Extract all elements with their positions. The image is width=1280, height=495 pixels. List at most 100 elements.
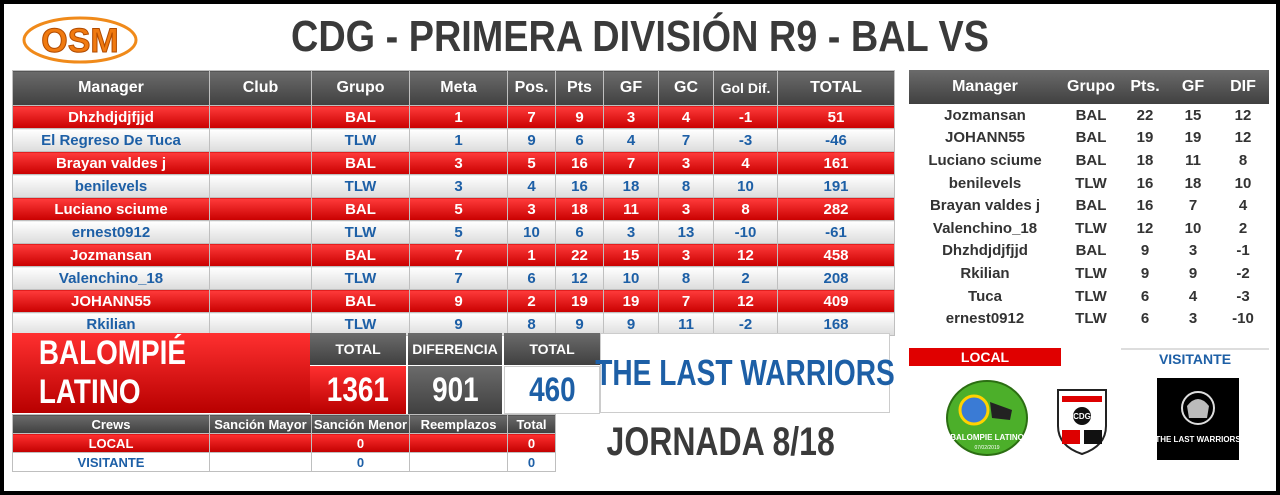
match-cell-meta: 9 bbox=[409, 289, 508, 313]
standings-cell-grupo: TLW bbox=[1061, 171, 1121, 195]
crews-cell-crew: VISITANTE bbox=[12, 452, 210, 472]
match-cell-pos: 1 bbox=[507, 243, 556, 267]
standings-cell-gf: 4 bbox=[1169, 284, 1217, 308]
match-cell-gf: 18 bbox=[603, 174, 659, 198]
col-grupo: Grupo bbox=[311, 70, 410, 106]
standings-cell-dif: -3 bbox=[1217, 284, 1269, 308]
match-cell-dif: 12 bbox=[713, 289, 778, 313]
match-row: Brayan valdes j BAL 3 5 16 7 3 4 161 bbox=[12, 151, 895, 175]
standings-cell-grupo: TLW bbox=[1061, 284, 1121, 308]
crews-cell-total: 0 bbox=[507, 433, 556, 453]
home-total-label: TOTAL bbox=[310, 333, 406, 365]
match-cell-club bbox=[209, 266, 312, 290]
standings-row: Rkilian TLW 9 9 -2 bbox=[909, 262, 1269, 285]
match-cell-club bbox=[209, 243, 312, 267]
match-table-header: Manager Club Grupo Meta Pos. Pts GF GC G… bbox=[12, 70, 895, 106]
match-cell-total: 409 bbox=[777, 289, 895, 313]
standings-cell-pts: 22 bbox=[1121, 104, 1169, 127]
local-label: LOCAL bbox=[909, 348, 1061, 366]
match-cell-pts: 22 bbox=[555, 243, 604, 267]
match-cell-gf: 7 bbox=[603, 151, 659, 175]
match-cell-gf: 11 bbox=[603, 197, 659, 221]
crews-col-reemplazos: Reemplazos bbox=[409, 414, 508, 434]
match-cell-pts: 16 bbox=[555, 151, 604, 175]
match-cell-total: 51 bbox=[777, 105, 895, 129]
match-cell-total: 458 bbox=[777, 243, 895, 267]
crews-cell-menor: 0 bbox=[311, 433, 410, 453]
difference-label: DIFERENCIA bbox=[408, 333, 502, 365]
standings-cell-manager: Brayan valdes j bbox=[909, 194, 1061, 217]
standings-cell-gf: 3 bbox=[1169, 307, 1217, 330]
standings-cell-manager: Jozmansan bbox=[909, 104, 1061, 127]
match-cell-gc: 7 bbox=[658, 128, 714, 152]
crews-header: Crews Sanción Mayor Sanción Menor Reempl… bbox=[12, 414, 556, 434]
match-cell-gf: 3 bbox=[603, 105, 659, 129]
match-cell-gf: 4 bbox=[603, 128, 659, 152]
standings-cell-pts: 16 bbox=[1121, 194, 1169, 217]
match-cell-pos: 7 bbox=[507, 105, 556, 129]
match-cell-meta: 1 bbox=[409, 105, 508, 129]
match-cell-gc: 13 bbox=[658, 220, 714, 244]
match-cell-manager: JOHANN55 bbox=[12, 289, 210, 313]
match-cell-dif: -3 bbox=[713, 128, 778, 152]
crews-cell-mayor bbox=[209, 452, 312, 472]
match-cell-manager: Brayan valdes j bbox=[12, 151, 210, 175]
match-cell-club bbox=[209, 174, 312, 198]
standings-cell-gf: 11 bbox=[1169, 149, 1217, 172]
standings-cell-gf: 3 bbox=[1169, 239, 1217, 263]
standings-cell-manager: Dhzhdjdjfjjd bbox=[909, 239, 1061, 263]
standings-cell-gf: 9 bbox=[1169, 262, 1217, 285]
match-cell-gf: 10 bbox=[603, 266, 659, 290]
match-cell-pos: 3 bbox=[507, 197, 556, 221]
standings-cell-gf: 7 bbox=[1169, 194, 1217, 217]
match-cell-pts: 9 bbox=[555, 105, 604, 129]
match-cell-grupo: TLW bbox=[311, 220, 410, 244]
match-cell-dif: 2 bbox=[713, 266, 778, 290]
standings-cell-gf: 19 bbox=[1169, 126, 1217, 150]
standings-cell-dif: -10 bbox=[1217, 307, 1269, 330]
match-cell-grupo: TLW bbox=[311, 174, 410, 198]
standings-cell-dif: 4 bbox=[1217, 194, 1269, 217]
match-cell-grupo: BAL bbox=[311, 151, 410, 175]
difference-value: 901 bbox=[408, 366, 502, 414]
crews-cell-total: 0 bbox=[507, 452, 556, 472]
match-cell-total: 168 bbox=[777, 312, 895, 336]
standings-cell-grupo: BAL bbox=[1061, 149, 1121, 172]
match-cell-gf: 9 bbox=[603, 312, 659, 336]
match-cell-gf: 15 bbox=[603, 243, 659, 267]
crews-cell-crew: LOCAL bbox=[12, 433, 210, 453]
match-cell-dif: 8 bbox=[713, 197, 778, 221]
standings-cell-manager: Tuca bbox=[909, 284, 1061, 308]
match-cell-manager: Jozmansan bbox=[12, 243, 210, 267]
st-col-grupo: Grupo bbox=[1061, 70, 1121, 104]
osm-logo-text: OSM bbox=[41, 22, 118, 60]
match-cell-pos: 8 bbox=[507, 312, 556, 336]
standings-cell-pts: 6 bbox=[1121, 307, 1169, 330]
jornada-label: JORNADA 8/18 bbox=[606, 419, 836, 464]
match-row: JOHANN55 BAL 9 2 19 19 7 12 409 bbox=[12, 289, 895, 313]
crews-row-local: LOCAL 0 0 bbox=[12, 433, 556, 453]
standings-cell-grupo: BAL bbox=[1061, 239, 1121, 263]
standings-cell-pts: 9 bbox=[1121, 239, 1169, 263]
match-cell-club bbox=[209, 105, 312, 129]
match-cell-meta: 3 bbox=[409, 174, 508, 198]
standings-cell-manager: Valenchino_18 bbox=[909, 216, 1061, 240]
match-row: Jozmansan BAL 7 1 22 15 3 12 458 bbox=[12, 243, 895, 267]
match-cell-grupo: BAL bbox=[311, 243, 410, 267]
match-cell-manager: Rkilian bbox=[12, 312, 210, 336]
standings-cell-pts: 9 bbox=[1121, 262, 1169, 285]
match-cell-total: 191 bbox=[777, 174, 895, 198]
match-row: Dhzhdjdjfjjd BAL 1 7 9 3 4 -1 51 bbox=[12, 105, 895, 129]
match-cell-pos: 9 bbox=[507, 128, 556, 152]
standings-cell-manager: benilevels bbox=[909, 171, 1061, 195]
col-club: Club bbox=[209, 70, 312, 106]
st-col-dif: DIF bbox=[1217, 70, 1269, 104]
match-cell-total: 161 bbox=[777, 151, 895, 175]
match-cell-pts: 19 bbox=[555, 289, 604, 313]
standings-cell-manager: ernest0912 bbox=[909, 307, 1061, 330]
match-cell-grupo: TLW bbox=[311, 128, 410, 152]
standings-cell-pts: 12 bbox=[1121, 216, 1169, 240]
standings-cell-dif: 2 bbox=[1217, 216, 1269, 240]
col-gol-dif: Gol Dif. bbox=[713, 70, 778, 106]
last-warriors-emblem-text: THE LAST WARRIORS bbox=[1157, 435, 1239, 444]
